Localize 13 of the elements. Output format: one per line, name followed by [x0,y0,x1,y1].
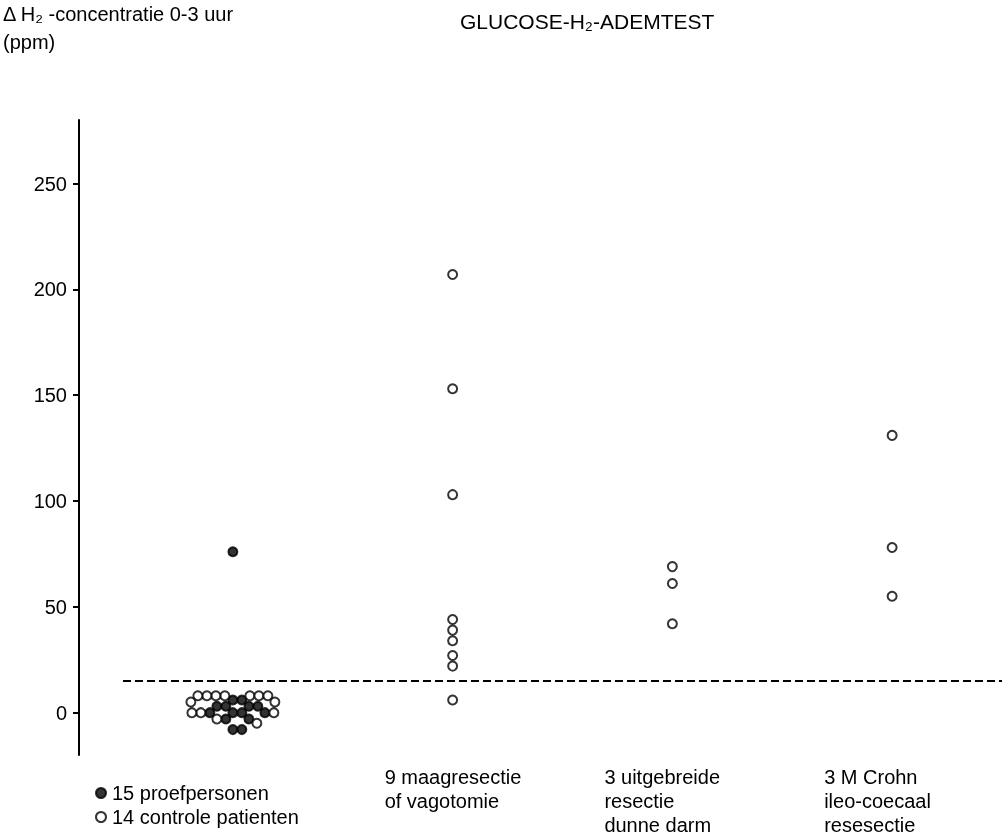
y-tick-label: 200 [33,278,67,301]
y-tick-label: 250 [33,172,67,195]
x-tick-label: 3 uitgebreide resectie dunne darm [604,766,721,836]
legend-label: 15 proefpersonen [112,782,269,804]
y-tick-label: 100 [33,490,67,512]
chart-title: GLUCOSE-H₂-ADEMTEST [460,10,715,33]
x-tick-label: 9 maagresectie of vagotomie [384,766,522,812]
y-tick-label: 0 [55,701,67,724]
x-tick-label: 3 M Crohn ileo-coecaal resesectie [824,766,931,836]
y-tick-label: 50 [44,595,67,618]
y-axis-title: Δ H₂ -concentratie 0-3 uur (ppm) [3,3,234,53]
legend-label: 14 controle patienten [112,806,299,828]
y-tick-label: 150 [33,384,67,407]
